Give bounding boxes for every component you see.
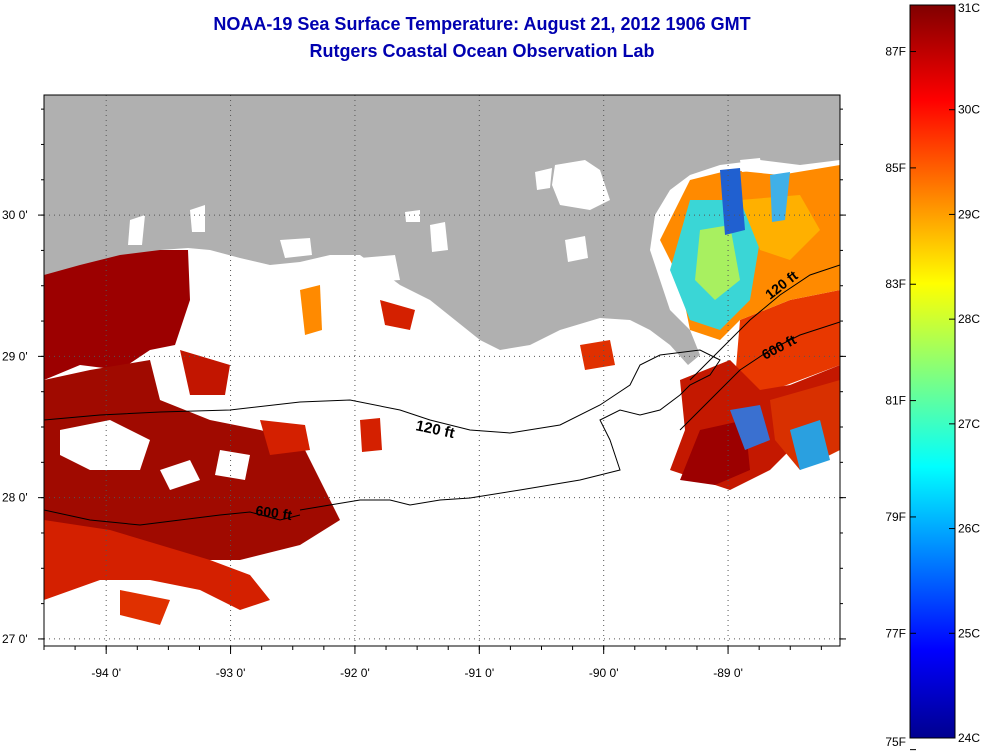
sst-west-hot-region <box>44 250 340 625</box>
colorbar-f-label: 83F <box>885 277 906 291</box>
inland-lakes <box>128 158 762 282</box>
map-title: NOAA-19 Sea Surface Temperature: August … <box>213 14 751 34</box>
colorbar-c-label: 28C <box>958 312 980 326</box>
colorbar-f-label: 81F <box>885 394 906 408</box>
colorbar-c-label: 27C <box>958 417 980 431</box>
lon-tick-label: -94 0' <box>91 666 121 680</box>
map-border <box>43 94 841 647</box>
map-subtitle: Rutgers Coastal Ocean Observation Lab <box>309 41 655 61</box>
colorbar-f-label: 87F <box>885 45 906 59</box>
colorbar-scale: 31C 30C 29C 28C 27C 26C 25C 24C 87F 85F 83F 81F 79F 7… <box>885 1 980 751</box>
colorbar-c-label: 26C <box>958 522 980 536</box>
lat-tick-label: 28 0' <box>2 491 28 505</box>
lon-tick-label: -89 0' <box>713 666 743 680</box>
lat-lon-grid <box>44 95 840 646</box>
lon-tick-label: -92 0' <box>340 666 370 680</box>
lon-tick-label: -90 0' <box>589 666 619 680</box>
sst-small-patches <box>215 285 615 480</box>
colorbar-c-label: 31C <box>958 1 980 15</box>
colorbar-f-label: 85F <box>885 161 906 175</box>
sst-east-warm-region <box>670 290 840 490</box>
colorbar-c-label: 30C <box>958 103 980 117</box>
colorbar-c-label: 29C <box>958 207 980 221</box>
lon-tick-label: -93 0' <box>216 666 246 680</box>
colorbar-f-label: 75F <box>885 735 906 749</box>
colorbar <box>909 4 956 739</box>
sst-northeast-shelf-region <box>660 165 840 340</box>
depth-contour-600ft-east <box>679 321 840 431</box>
lat-tick-label: 30 0' <box>2 208 28 222</box>
map-axes: -94 0' -93 0' -92 0' -91 0' -90 0' -89 0' 30 0… <box>2 108 846 680</box>
depth-contour-120ft-east <box>689 264 840 381</box>
depth-contour-600ft-west <box>44 509 301 526</box>
lat-tick-label: 27 0' <box>2 632 28 646</box>
lon-tick-label: -91 0' <box>464 666 494 680</box>
contour-label-600ft-west: 600 ft <box>255 502 294 523</box>
depth-contour-120ft-west <box>44 349 721 511</box>
colorbar-f-label: 79F <box>885 510 906 524</box>
colorbar-c-label: 24C <box>958 731 980 745</box>
colorbar-c-label: 25C <box>958 626 980 640</box>
lat-tick-label: 29 0' <box>2 349 28 363</box>
colorbar-f-label: 77F <box>885 626 906 640</box>
